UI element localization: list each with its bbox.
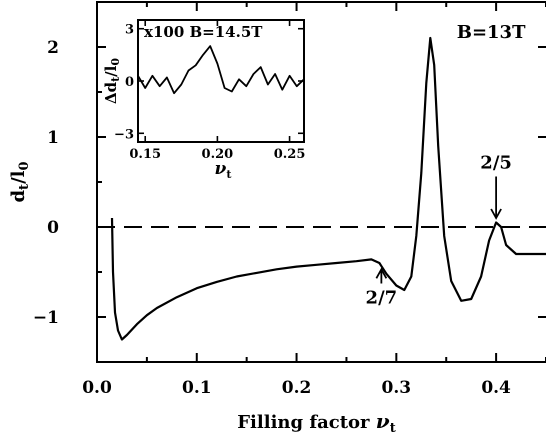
- x-tick-label: 0.4: [481, 378, 511, 398]
- y-tick-label: 2: [47, 38, 59, 58]
- inset-y-tick-label: 3: [125, 23, 134, 38]
- inset-x-axis-title: νt: [215, 159, 233, 181]
- inset-x-tick-label: 0.25: [274, 147, 306, 162]
- annotation-arrowhead: [375, 267, 388, 279]
- inset-y-tick-label: −3: [114, 127, 134, 142]
- annotation-2: 2/5: [480, 153, 512, 174]
- inset-frame: [137, 19, 305, 143]
- y-tick-label: −1: [33, 308, 59, 328]
- inset-x-tick-label: 0.15: [129, 147, 161, 162]
- y-tick-label: 1: [47, 128, 59, 148]
- annotation-0: B=13T: [457, 22, 526, 43]
- x-tick-label: 0.0: [82, 378, 112, 398]
- inset-y-axis-title: Δdt/l0: [102, 58, 122, 104]
- annotation-1: 2/7: [366, 288, 398, 309]
- y-axis-title: dt/l0: [8, 161, 32, 202]
- x-tick-label: 0.1: [182, 378, 212, 398]
- main-plot: −1 0 1 2 0.0 0.1 0.2 0.3 0.4 Filling factor νt dt/…: [8, 1, 546, 436]
- inset-plot: −3 0 3 0.15 0.20 0.25 x100 B=14.5T νt Δdt/l0: [102, 19, 306, 181]
- x-axis-title: Filling factor νt: [237, 409, 395, 436]
- x-tick-label: 0.3: [382, 378, 412, 398]
- inset-series-line: [137, 45, 305, 95]
- y-tick-label: 0: [47, 218, 59, 238]
- inset-title: x100 B=14.5T: [144, 23, 263, 41]
- inset-x-tick-label: 0.20: [202, 147, 234, 162]
- inset-y-tick-label: 0: [125, 75, 134, 90]
- x-tick-label: 0.2: [282, 378, 312, 398]
- annotation-arrowhead: [490, 208, 502, 220]
- main-series-line: [110, 36, 546, 341]
